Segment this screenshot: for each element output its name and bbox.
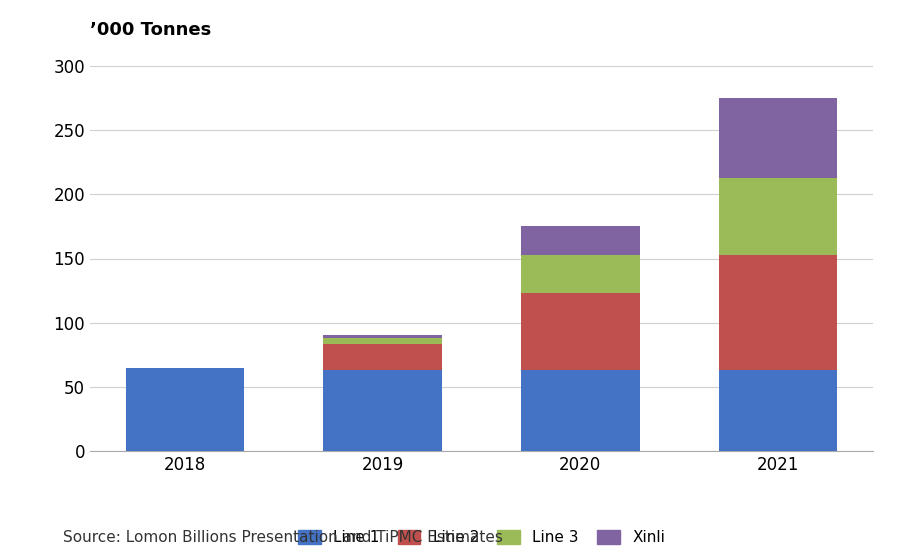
Bar (719, 255, 837, 370)
Bar (323, 336, 442, 338)
Text: Source: Lomon Billions Presentation and TiPMC Estimates: Source: Lomon Billions Presentation and … (63, 530, 503, 544)
Text: ’000 Tonnes: ’000 Tonnes (90, 21, 212, 39)
Bar (719, 178, 837, 255)
Bar (126, 367, 244, 451)
Bar (323, 370, 442, 451)
Bar (719, 370, 837, 451)
Bar (323, 344, 442, 370)
Bar (521, 293, 640, 370)
Bar (323, 338, 442, 344)
Bar (719, 98, 837, 178)
Bar (521, 255, 640, 293)
Legend: Line 1, Line 2, Line 3, Xinli: Line 1, Line 2, Line 3, Xinli (292, 524, 671, 550)
Bar (521, 227, 640, 255)
Bar (521, 370, 640, 451)
